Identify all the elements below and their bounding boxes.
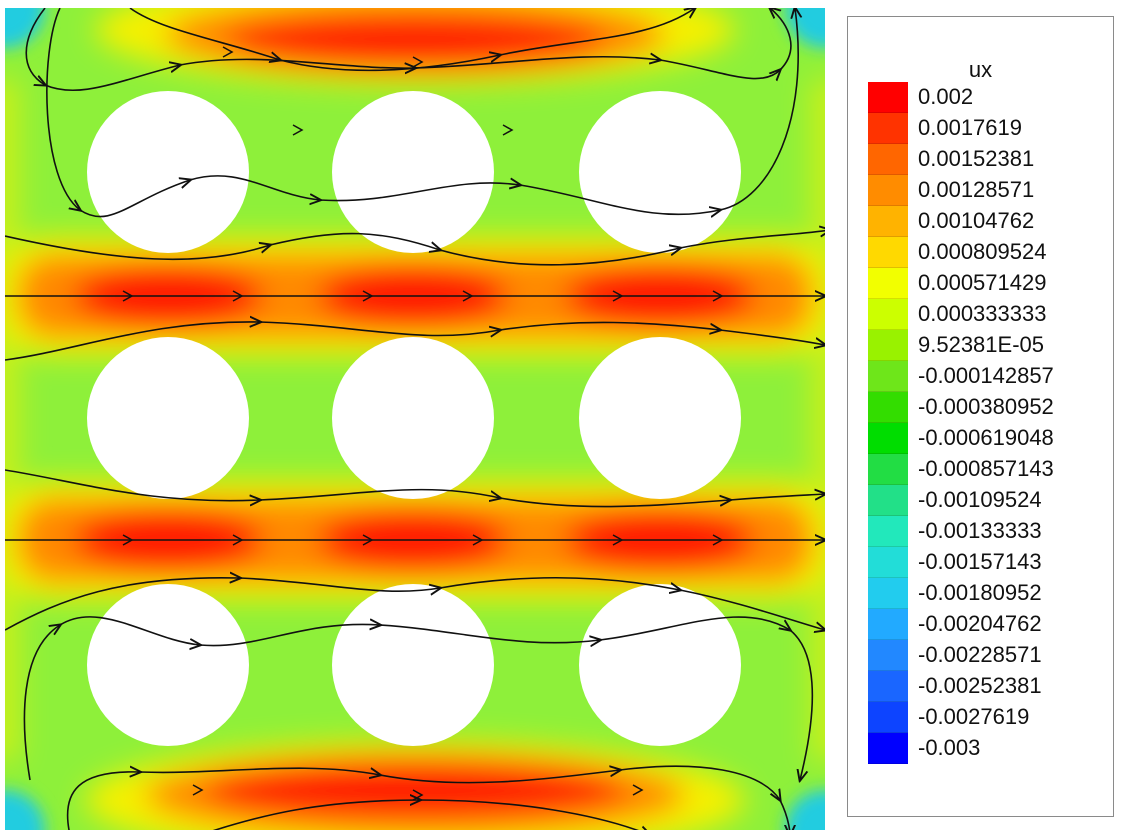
arrow-icon xyxy=(232,290,244,302)
legend-label: -0.00133333 xyxy=(918,518,1042,543)
legend-label: 0.00104762 xyxy=(918,208,1035,233)
legend-swatch xyxy=(868,454,908,485)
arrow-icon xyxy=(472,534,484,546)
legend-swatch xyxy=(868,237,908,268)
arrow-icon xyxy=(412,56,424,68)
legend-label: -0.00109524 xyxy=(918,487,1042,512)
arrow-streamline-icon xyxy=(23,616,814,780)
legend-label: -0.00228571 xyxy=(918,642,1042,667)
arrow-icon xyxy=(612,290,624,302)
arrow-icon xyxy=(362,534,374,546)
legend-label: -0.000142857 xyxy=(918,363,1054,388)
legend-label: -0.00252381 xyxy=(918,673,1042,698)
hole xyxy=(332,91,494,253)
legend-swatch xyxy=(868,423,908,454)
legend-swatch xyxy=(868,175,908,206)
legend: ux 0.002 0.0017619 0.00152381 0.00128571 0.0… xyxy=(847,16,1114,817)
arrow-icon xyxy=(462,290,474,302)
hole xyxy=(579,337,741,499)
arrow-icon xyxy=(232,534,244,546)
arrow-icon xyxy=(502,124,514,136)
legend-swatch xyxy=(868,392,908,423)
right-tint xyxy=(810,80,825,760)
arrow-icon xyxy=(632,784,644,796)
arrow-streamline-icon xyxy=(46,8,798,217)
arrow-icon xyxy=(412,789,424,801)
hole xyxy=(579,91,741,253)
legend-label: 0.000571429 xyxy=(918,270,1047,295)
legend-swatch xyxy=(868,361,908,392)
arrow-streamline-icon xyxy=(5,322,825,361)
arrow-icon xyxy=(222,46,234,58)
contour-plot xyxy=(5,8,825,830)
arrow-streamline-icon xyxy=(5,578,825,630)
arrow-icon xyxy=(362,290,374,302)
hole xyxy=(87,337,249,499)
arrow-icon xyxy=(122,290,134,302)
legend-swatch xyxy=(868,733,908,764)
legend-label: 0.00128571 xyxy=(918,177,1035,202)
legend-swatch xyxy=(868,113,908,144)
arrow-icon xyxy=(292,124,304,136)
legend-label: 0.000809524 xyxy=(918,239,1047,264)
legend-label: 0.00152381 xyxy=(918,146,1035,171)
legend-swatch xyxy=(868,485,908,516)
legend-label: -0.000380952 xyxy=(918,394,1054,419)
legend-swatch xyxy=(868,609,908,640)
legend-swatch xyxy=(868,671,908,702)
legend-swatch xyxy=(868,516,908,547)
left-tint xyxy=(5,80,20,760)
legend-label: -0.003 xyxy=(918,735,981,760)
legend-label: -0.000857143 xyxy=(918,456,1054,481)
hole xyxy=(332,584,494,746)
arrow-streamline-icon xyxy=(5,469,825,508)
legend-swatch xyxy=(868,144,908,175)
hole xyxy=(332,337,494,499)
legend-title: ux xyxy=(968,57,993,82)
legend-swatch xyxy=(868,268,908,299)
legend-label: -0.00204762 xyxy=(918,611,1042,636)
arrow-icon xyxy=(192,784,204,796)
arrow-icon xyxy=(712,290,724,302)
legend-swatch xyxy=(868,299,908,330)
corner-low-region xyxy=(5,790,45,830)
legend-swatch xyxy=(868,547,908,578)
legend-label: 9.52381E-05 xyxy=(918,332,1044,357)
streamlines xyxy=(5,8,825,830)
hole xyxy=(87,91,249,253)
arrow-streamline-icon xyxy=(129,8,695,72)
legend-swatch xyxy=(868,206,908,237)
bottom-hot xyxy=(205,762,625,818)
legend-label: 0.0017619 xyxy=(918,115,1022,140)
arrow-streamline-icon xyxy=(212,800,650,830)
legend-label: -0.00157143 xyxy=(918,549,1042,574)
legend-swatch xyxy=(868,640,908,671)
legend-label: -0.000619048 xyxy=(918,425,1054,450)
legend-label: -0.0027619 xyxy=(918,704,1030,729)
arrow-icon xyxy=(122,534,134,546)
holes xyxy=(87,91,741,746)
legend-swatch xyxy=(868,82,908,113)
legend-label: 0.000333333 xyxy=(918,301,1047,326)
legend-swatch xyxy=(868,330,908,361)
legend-label: -0.00180952 xyxy=(918,580,1042,605)
arrow-streamline-icon xyxy=(5,230,825,266)
arrow-icon xyxy=(712,534,724,546)
legend-label: 0.002 xyxy=(918,84,974,109)
hole xyxy=(579,584,741,746)
hole xyxy=(87,584,249,746)
arrow-icon xyxy=(612,534,624,546)
legend-swatch xyxy=(868,578,908,609)
legend-swatch xyxy=(868,702,908,733)
